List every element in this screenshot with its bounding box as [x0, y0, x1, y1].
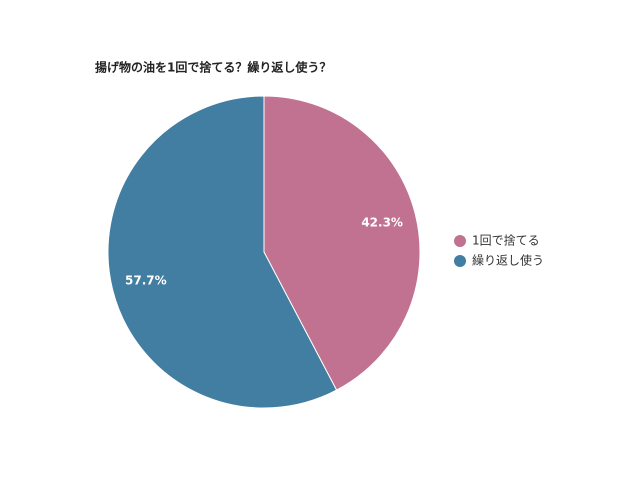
data-label: 57.7% — [125, 274, 167, 288]
legend-marker — [454, 235, 466, 247]
pie-slice — [263, 95, 421, 391]
legend-marker — [454, 255, 466, 267]
legend-label: 1回で捨てる — [472, 233, 540, 248]
legend-label: 繰り返し使う — [472, 253, 544, 268]
chart-title: 揚げ物の油を1回で捨てる？繰り返し使う？ — [95, 60, 331, 75]
data-label: 42.3% — [361, 215, 403, 229]
pie-slice — [107, 95, 338, 409]
